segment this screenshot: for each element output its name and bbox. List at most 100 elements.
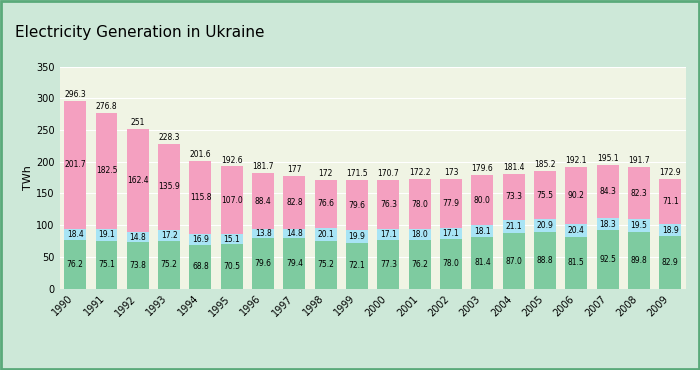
- Text: 192.1: 192.1: [566, 156, 587, 165]
- Text: 135.9: 135.9: [158, 182, 180, 191]
- Text: 75.2: 75.2: [317, 260, 334, 269]
- Bar: [284, 238, 305, 289]
- Text: 172: 172: [318, 169, 333, 178]
- Text: 18.1: 18.1: [474, 227, 491, 236]
- Text: 201.7: 201.7: [64, 160, 86, 169]
- Text: 17.2: 17.2: [161, 231, 178, 240]
- Text: 71.1: 71.1: [662, 197, 679, 206]
- Bar: [284, 176, 305, 229]
- Text: 92.5: 92.5: [599, 255, 616, 264]
- Text: 73.8: 73.8: [130, 261, 146, 270]
- Bar: [64, 229, 86, 240]
- Bar: [252, 238, 274, 289]
- Bar: [377, 229, 400, 239]
- Text: 19.5: 19.5: [631, 221, 648, 230]
- Bar: [95, 241, 118, 289]
- Text: 18.0: 18.0: [412, 230, 428, 239]
- Text: Electricity Generation in Ukraine: Electricity Generation in Ukraine: [15, 24, 264, 40]
- Text: 18.9: 18.9: [662, 226, 679, 235]
- Text: 79.4: 79.4: [286, 259, 303, 268]
- Bar: [628, 219, 650, 232]
- Bar: [471, 225, 493, 237]
- Text: 80.0: 80.0: [474, 196, 491, 205]
- Bar: [377, 239, 400, 289]
- Text: 76.6: 76.6: [317, 199, 335, 208]
- Text: 76.2: 76.2: [66, 260, 83, 269]
- Y-axis label: TWh: TWh: [23, 165, 33, 190]
- Text: 20.4: 20.4: [568, 226, 584, 235]
- Bar: [566, 224, 587, 237]
- Text: 172.2: 172.2: [409, 168, 430, 178]
- Text: 251: 251: [131, 118, 145, 128]
- Text: 170.7: 170.7: [377, 169, 399, 178]
- Bar: [596, 230, 619, 289]
- Text: 185.2: 185.2: [534, 160, 556, 169]
- Bar: [440, 239, 462, 289]
- Text: 89.8: 89.8: [631, 256, 648, 265]
- Text: 84.3: 84.3: [599, 187, 616, 196]
- Bar: [315, 241, 337, 289]
- Text: 181.7: 181.7: [253, 162, 274, 171]
- Text: 276.8: 276.8: [96, 102, 118, 111]
- Text: 82.3: 82.3: [631, 189, 648, 198]
- Text: 296.3: 296.3: [64, 90, 86, 99]
- Text: 179.6: 179.6: [472, 164, 493, 173]
- Bar: [284, 229, 305, 238]
- Text: 76.2: 76.2: [412, 260, 428, 269]
- Bar: [409, 240, 430, 289]
- Text: 75.5: 75.5: [536, 191, 554, 199]
- Bar: [628, 167, 650, 219]
- Bar: [127, 232, 149, 242]
- Text: 171.5: 171.5: [346, 169, 368, 178]
- Text: 173: 173: [444, 168, 458, 177]
- Bar: [440, 179, 462, 228]
- Bar: [190, 234, 211, 245]
- Text: 13.8: 13.8: [255, 229, 272, 238]
- Bar: [158, 230, 180, 241]
- Bar: [190, 161, 211, 234]
- Bar: [315, 179, 337, 228]
- Text: 115.8: 115.8: [190, 193, 211, 202]
- Bar: [534, 171, 556, 219]
- Text: 68.8: 68.8: [192, 262, 209, 271]
- Text: 78.0: 78.0: [442, 259, 459, 268]
- Text: 21.1: 21.1: [505, 222, 522, 231]
- Bar: [596, 218, 619, 230]
- Bar: [190, 245, 211, 289]
- Bar: [127, 242, 149, 289]
- Text: 107.0: 107.0: [221, 196, 243, 205]
- Text: 20.1: 20.1: [317, 230, 334, 239]
- Text: 182.5: 182.5: [96, 166, 117, 175]
- Bar: [566, 167, 587, 224]
- Bar: [220, 244, 243, 289]
- Text: 17.1: 17.1: [380, 230, 397, 239]
- Text: 18.4: 18.4: [66, 230, 83, 239]
- Bar: [64, 240, 86, 289]
- Text: 20.9: 20.9: [537, 221, 554, 230]
- Text: 18.3: 18.3: [599, 220, 616, 229]
- Text: 88.4: 88.4: [255, 197, 272, 206]
- Bar: [409, 179, 430, 229]
- Text: 81.4: 81.4: [474, 258, 491, 267]
- Text: 79.6: 79.6: [349, 201, 365, 209]
- Text: 19.9: 19.9: [349, 232, 365, 241]
- Text: 195.1: 195.1: [597, 154, 619, 163]
- Text: 228.3: 228.3: [158, 133, 180, 142]
- Bar: [628, 232, 650, 289]
- Bar: [158, 241, 180, 289]
- Bar: [471, 237, 493, 289]
- Bar: [346, 230, 368, 243]
- Bar: [534, 219, 556, 232]
- Bar: [377, 180, 400, 229]
- Text: 17.1: 17.1: [442, 229, 459, 238]
- Text: 78.0: 78.0: [412, 199, 428, 209]
- Bar: [95, 229, 118, 241]
- Text: 191.7: 191.7: [628, 156, 650, 165]
- Bar: [566, 237, 587, 289]
- Bar: [503, 220, 525, 233]
- Bar: [503, 233, 525, 289]
- Text: 70.5: 70.5: [223, 262, 240, 271]
- Bar: [95, 113, 118, 229]
- Bar: [659, 236, 681, 289]
- Text: 90.2: 90.2: [568, 191, 584, 200]
